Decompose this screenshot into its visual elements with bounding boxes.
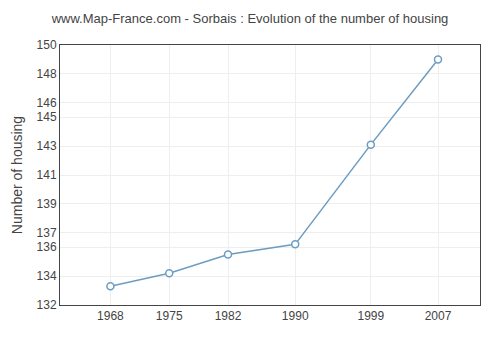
- svg-text:143: 143: [37, 139, 57, 153]
- svg-text:150: 150: [37, 38, 57, 52]
- svg-text:141: 141: [37, 168, 57, 182]
- svg-text:Number of housing: Number of housing: [9, 116, 25, 234]
- svg-text:2007: 2007: [425, 309, 452, 323]
- svg-text:www.Map-France.com - Sorbais :: www.Map-France.com - Sorbais : Evolution…: [51, 11, 449, 26]
- svg-text:1975: 1975: [156, 309, 183, 323]
- svg-text:134: 134: [37, 269, 57, 283]
- svg-text:137: 137: [37, 226, 57, 240]
- svg-text:148: 148: [37, 67, 57, 81]
- svg-text:1999: 1999: [357, 309, 384, 323]
- svg-text:132: 132: [37, 298, 57, 312]
- svg-text:1990: 1990: [282, 309, 309, 323]
- svg-text:139: 139: [37, 197, 57, 211]
- svg-text:136: 136: [37, 240, 57, 254]
- svg-text:146: 146: [37, 96, 57, 110]
- svg-text:145: 145: [37, 110, 57, 124]
- svg-text:1968: 1968: [97, 309, 124, 323]
- svg-text:1982: 1982: [215, 309, 242, 323]
